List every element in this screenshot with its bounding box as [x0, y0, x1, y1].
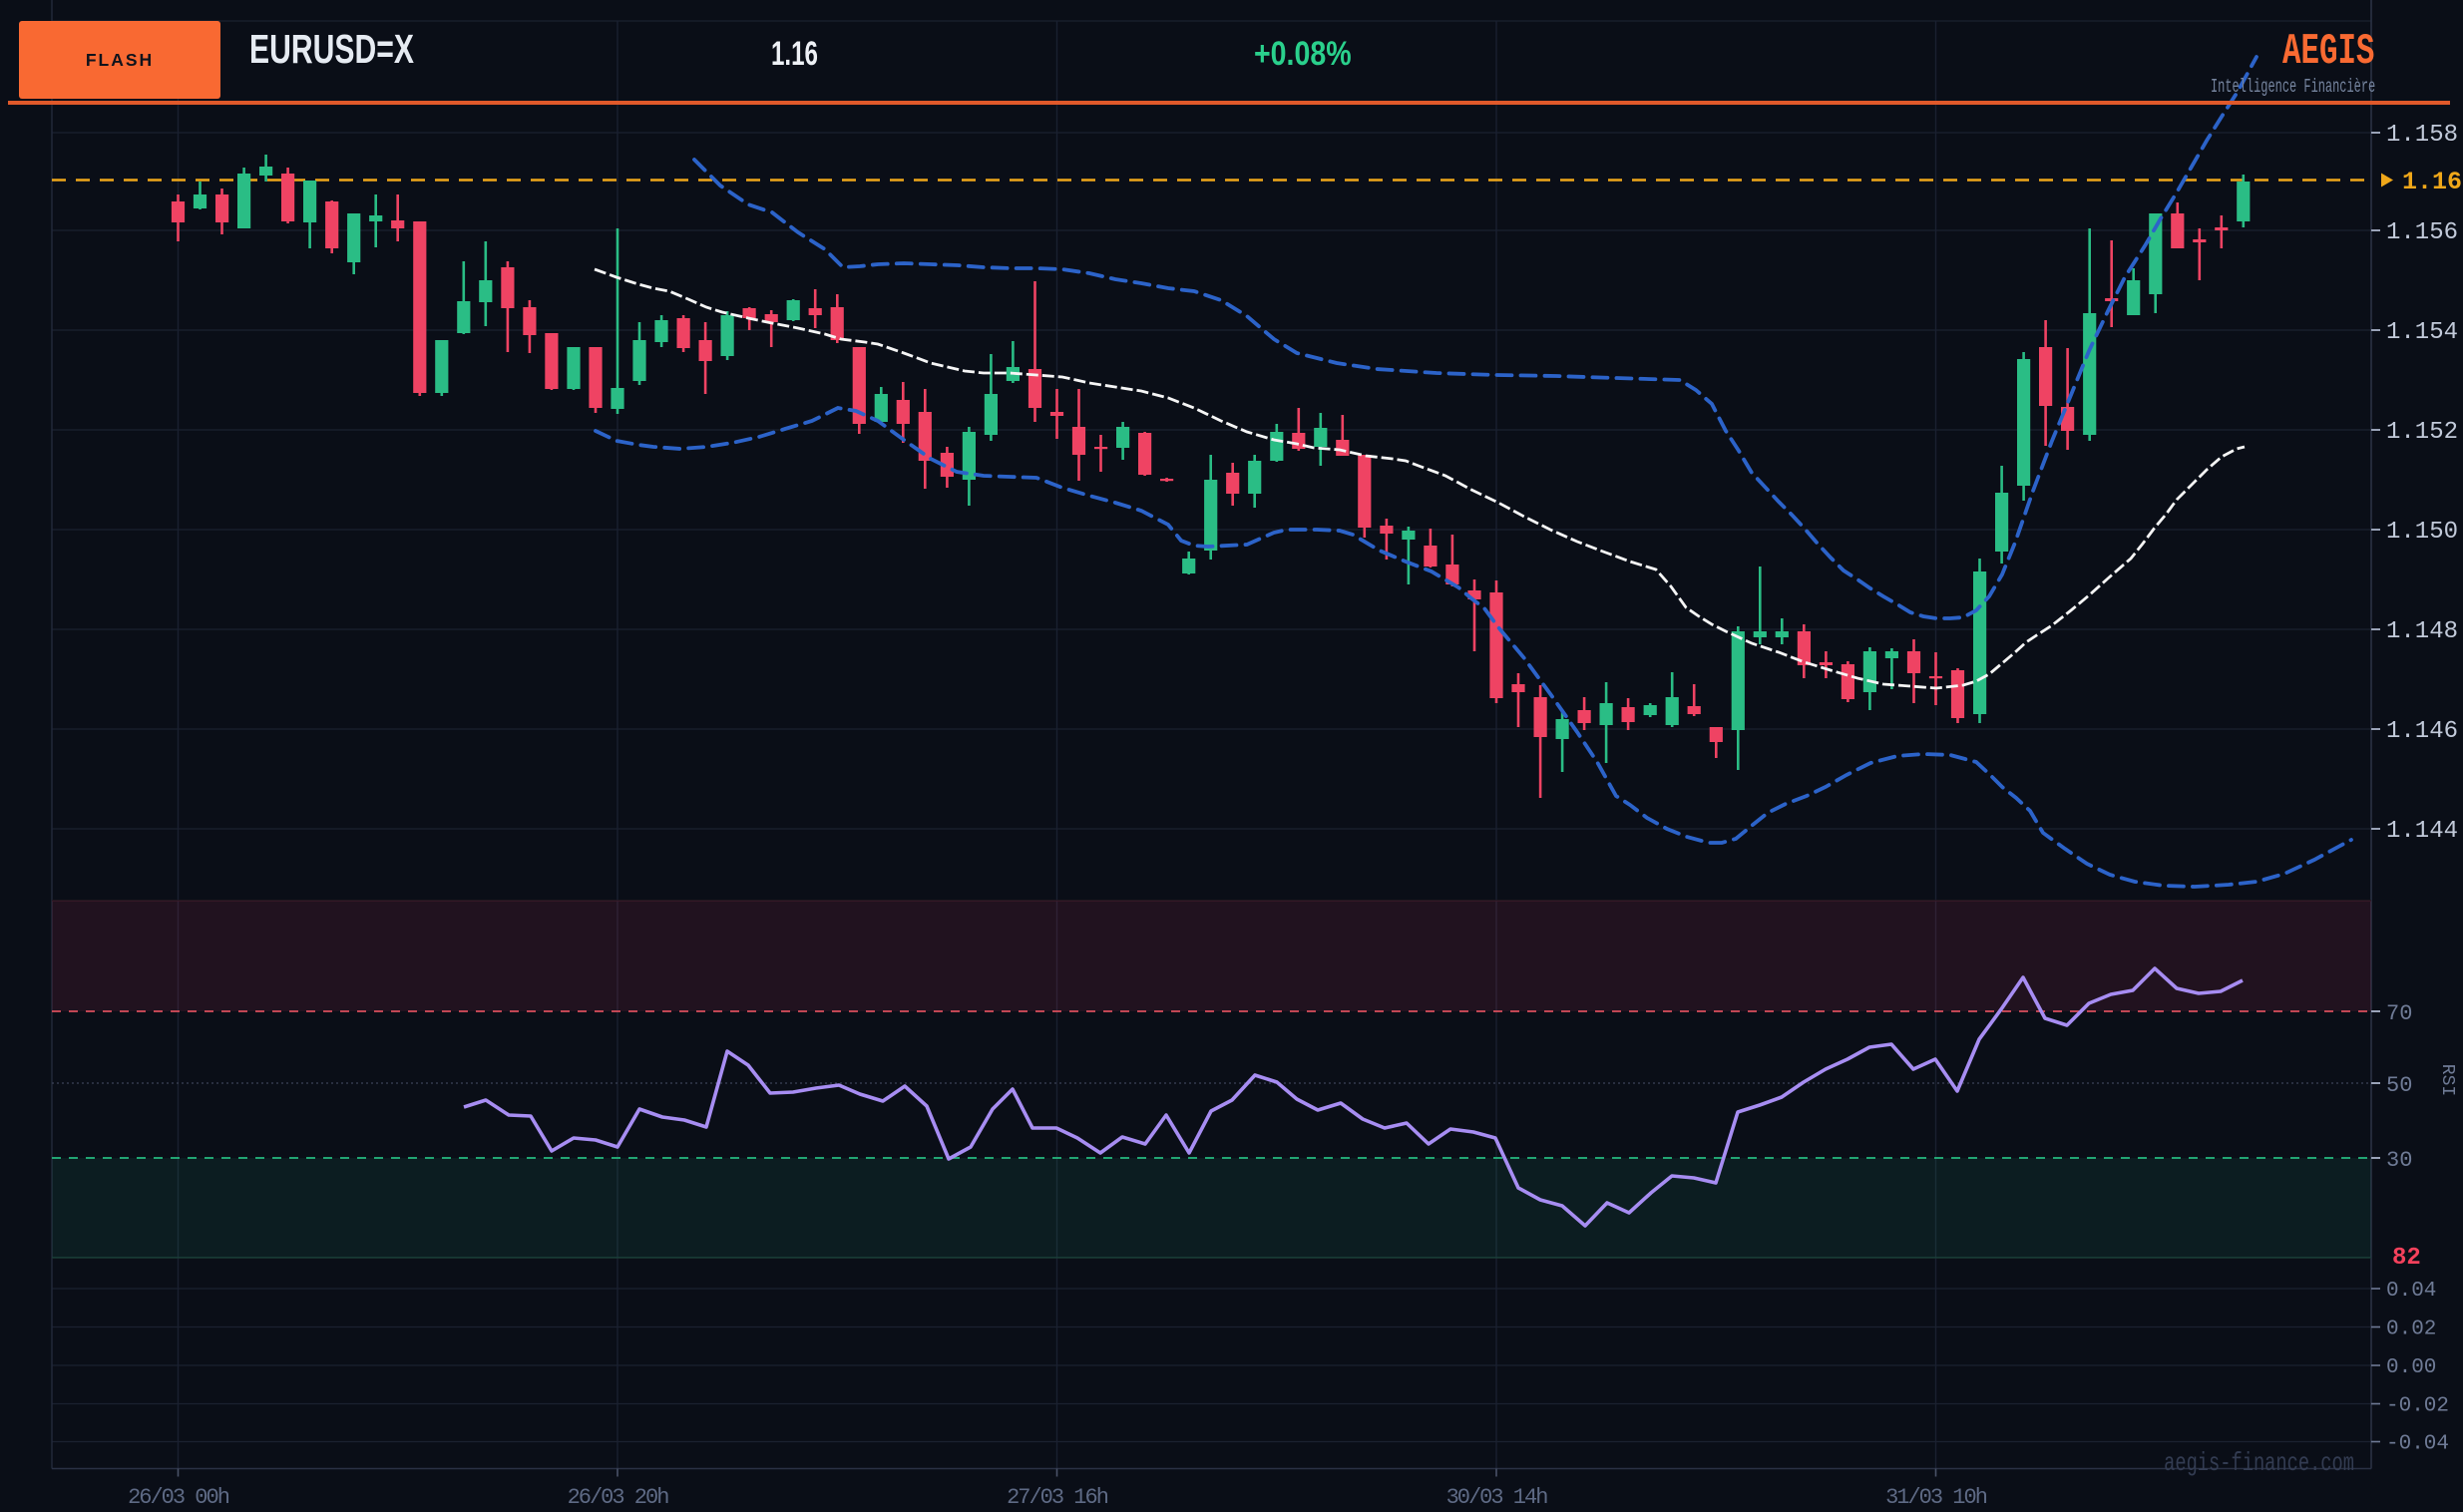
svg-text:0.04: 0.04 [2386, 1280, 2436, 1303]
svg-text:1.16: 1.16 [2402, 168, 2462, 196]
svg-text:1.156: 1.156 [2386, 219, 2458, 246]
svg-text:30: 30 [2386, 1148, 2412, 1173]
svg-text:30/03 14h: 30/03 14h [1446, 1485, 1548, 1510]
svg-text:26/03 20h: 26/03 20h [568, 1485, 669, 1510]
svg-text:0.02: 0.02 [2386, 1319, 2436, 1341]
svg-text:27/03 16h: 27/03 16h [1007, 1485, 1108, 1510]
svg-text:70: 70 [2386, 1001, 2412, 1026]
svg-text:1.152: 1.152 [2386, 419, 2458, 446]
svg-text:82: 82 [2392, 1245, 2421, 1272]
svg-text:1.144: 1.144 [2386, 818, 2458, 845]
svg-text:-0.04: -0.04 [2386, 1433, 2449, 1456]
svg-text:aegis-finance.com: aegis-finance.com [2164, 1448, 2354, 1478]
svg-text:1.158: 1.158 [2386, 122, 2458, 149]
svg-text:31/03 10h: 31/03 10h [1885, 1485, 1987, 1510]
svg-text:RSI: RSI [2437, 1064, 2457, 1096]
svg-text:1.154: 1.154 [2386, 319, 2458, 346]
svg-text:1.150: 1.150 [2386, 519, 2458, 546]
svg-text:0.00: 0.00 [2386, 1356, 2436, 1379]
svg-text:50: 50 [2386, 1073, 2412, 1098]
svg-text:-0.02: -0.02 [2386, 1395, 2449, 1418]
svg-text:1.146: 1.146 [2386, 718, 2458, 745]
svg-text:26/03 00h: 26/03 00h [128, 1485, 229, 1510]
svg-text:1.148: 1.148 [2386, 618, 2458, 645]
